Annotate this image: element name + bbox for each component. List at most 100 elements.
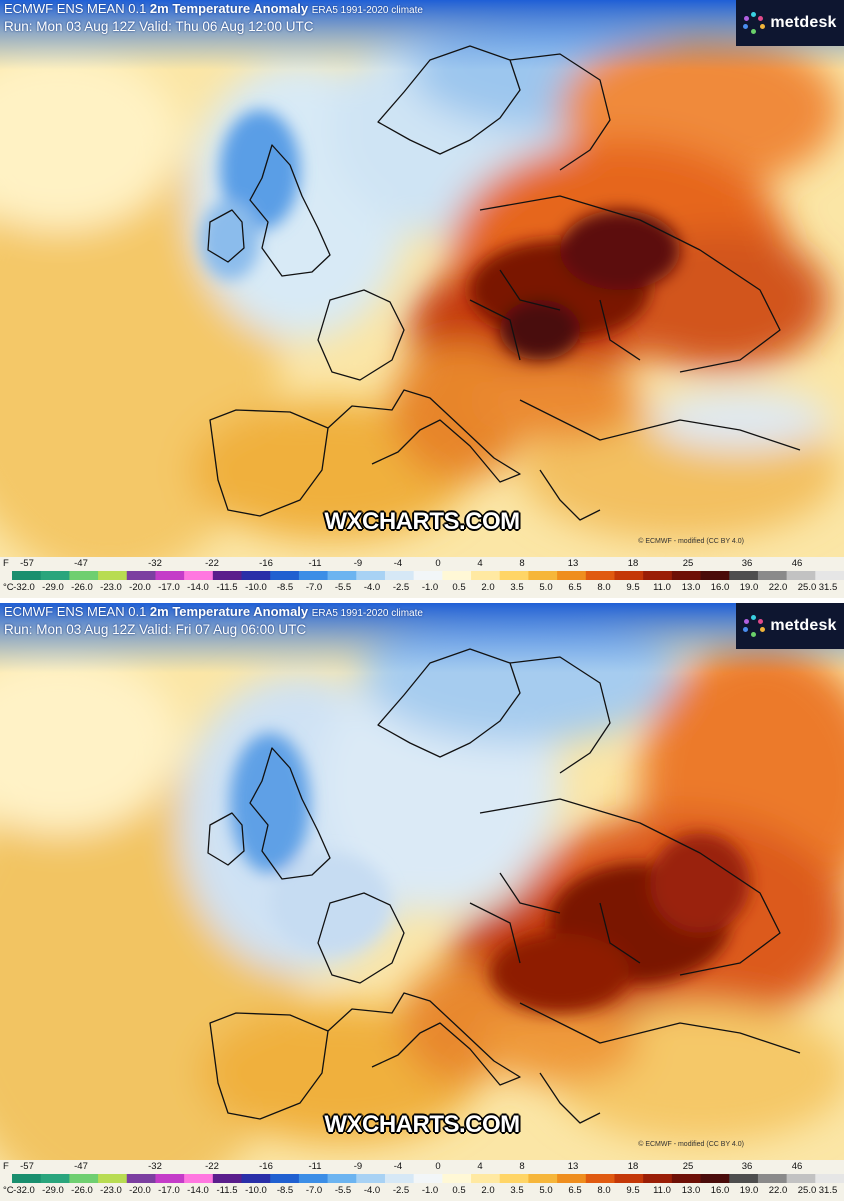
legend-c-label: -8.5 xyxy=(276,582,294,593)
legend-swatch xyxy=(40,571,70,580)
legend-f-label: 46 xyxy=(791,1161,803,1172)
legend-swatch xyxy=(298,1174,329,1183)
legend-swatch xyxy=(786,571,816,580)
legend-swatch xyxy=(671,571,702,580)
legend-swatch xyxy=(155,571,185,580)
legend-swatch xyxy=(69,1174,99,1183)
legend-swatch xyxy=(69,571,99,580)
legend-f-label: 13 xyxy=(567,558,579,569)
legend-f-label: -9 xyxy=(353,558,363,569)
legend-swatch xyxy=(528,1174,558,1183)
legend-swatch xyxy=(12,1174,42,1183)
legend-f-label: 8 xyxy=(519,1161,525,1172)
map-panel-bottom: ECMWF ENS MEAN 0.1 2m Temperature Anomal… xyxy=(0,603,844,1201)
legend-c-label: 8.0 xyxy=(597,1185,611,1196)
legend-swatch xyxy=(241,571,271,580)
legend-f-label: -9 xyxy=(353,1161,363,1172)
legend-c-label: -17.0 xyxy=(158,582,180,593)
legend-f-label: -11 xyxy=(308,1161,322,1172)
legend-swatch xyxy=(557,1174,587,1183)
legend-c-label: 31.5 xyxy=(818,1185,838,1196)
legend-swatch xyxy=(614,1174,644,1183)
metdesk-logo: metdesk xyxy=(736,603,844,649)
legend-c-label: -29.0 xyxy=(42,582,64,593)
climate-label: ERA5 1991-2020 climate xyxy=(311,608,423,619)
legend-c-label: 16.0 xyxy=(710,582,730,593)
product-label: ECMWF ENS MEAN 0.1 xyxy=(4,604,147,619)
legend-c-label: 8.0 xyxy=(597,582,611,593)
legend-f-label: 46 xyxy=(791,558,803,569)
copyright-notice: © ECMWF - modified (CC BY 4.0) xyxy=(638,538,744,545)
legend-celsius-row: °C -32.0 -29.0 -26.0 -23.0 -20.0 -17.0 -14.0 -1… xyxy=(0,1185,844,1198)
legend-swatch xyxy=(757,1174,788,1183)
legend-f-label: -47 xyxy=(74,1161,88,1172)
legend-f-label: 25 xyxy=(682,558,694,569)
metdesk-logo: metdesk xyxy=(736,0,844,46)
legend-f-label: -22 xyxy=(205,1161,219,1172)
legend-swatch xyxy=(815,571,844,580)
legend-c-label: 3.5 xyxy=(510,1185,524,1196)
legend-c-label: -14.0 xyxy=(187,582,209,593)
legend-c-label: -2.5 xyxy=(392,1185,410,1196)
legend-swatch xyxy=(356,571,386,580)
legend-c-label: -17.0 xyxy=(158,1185,180,1196)
legend-f-label: 13 xyxy=(567,1161,579,1172)
legend-fahrenheit-row: F -57 -47 -32 -22 -16 -11 -9 -4 0 4 8 13 18 25 36 46 xyxy=(0,558,844,571)
legend-c-unit: °C xyxy=(3,1185,14,1196)
legend-c-label: 19.0 xyxy=(739,582,759,593)
legend-c-label: 19.0 xyxy=(739,1185,759,1196)
legend-swatch xyxy=(557,571,587,580)
legend-c-label: -4.0 xyxy=(363,582,381,593)
map-panel-top: ECMWF ENS MEAN 0.1 2m Temperature Anomal… xyxy=(0,0,844,598)
legend-swatch xyxy=(757,571,788,580)
legend-swatch xyxy=(643,1174,673,1183)
legend-f-unit: F xyxy=(3,1161,9,1172)
legend-c-label: -1.0 xyxy=(421,582,439,593)
legend-c-label: -23.0 xyxy=(100,1185,122,1196)
legend-swatch xyxy=(327,571,357,580)
legend-c-label: -2.5 xyxy=(392,582,410,593)
legend-color-bar xyxy=(12,1174,844,1183)
legend-fahrenheit-row: F -57 -47 -32 -22 -16 -11 -9 -4 0 4 8 13 18 25 36 46 xyxy=(0,1161,844,1174)
legend-swatch xyxy=(126,571,156,580)
legend-f-label: 4 xyxy=(477,1161,483,1172)
legend-swatch xyxy=(241,1174,271,1183)
legend-c-label: 22.0 xyxy=(768,1185,788,1196)
legend-swatch xyxy=(327,1174,357,1183)
legend-c-label: 22.0 xyxy=(768,582,788,593)
legend-f-label: -11 xyxy=(308,558,322,569)
legend-swatch xyxy=(298,571,329,580)
legend-c-label: 2.0 xyxy=(481,1185,495,1196)
legend-c-label: 9.5 xyxy=(626,1185,640,1196)
wxcharts-watermark: WXCHARTS.COM xyxy=(324,1111,520,1138)
legend-swatch xyxy=(98,1174,128,1183)
anomaly-map-top xyxy=(0,0,844,598)
legend-f-label: -4 xyxy=(393,1161,403,1172)
legend-c-label: -11.5 xyxy=(216,582,238,593)
metdesk-logo-text: metdesk xyxy=(770,617,837,634)
legend-swatch xyxy=(700,571,730,580)
legend-c-label: 13.0 xyxy=(681,582,701,593)
color-legend: F -57 -47 -32 -22 -16 -11 -9 -4 0 4 8 13 18 25 36 46 °C… xyxy=(0,1160,844,1201)
legend-swatch xyxy=(585,1174,615,1183)
legend-f-label: 25 xyxy=(682,1161,694,1172)
legend-f-label: 36 xyxy=(741,558,753,569)
run-valid-line: Run: Mon 03 Aug 12Z Valid: Thu 06 Aug 12… xyxy=(4,19,314,34)
map-title: 2m Temperature Anomaly xyxy=(149,1,309,16)
map-header: ECMWF ENS MEAN 0.1 2m Temperature Anomal… xyxy=(0,0,427,36)
legend-swatch xyxy=(815,1174,844,1183)
legend-c-label: 13.0 xyxy=(681,1185,701,1196)
legend-swatch xyxy=(12,571,42,580)
legend-f-label: -32 xyxy=(148,1161,162,1172)
legend-c-label: 25.0 xyxy=(797,582,817,593)
color-legend: F -57 -47 -32 -22 -16 -11 -9 -4 0 4 8 13 18 25 36 46 °C… xyxy=(0,557,844,598)
anomaly-map-bottom xyxy=(0,603,844,1201)
legend-c-label: 0.5 xyxy=(452,1185,466,1196)
legend-c-label: -5.5 xyxy=(334,582,352,593)
legend-c-label: -1.0 xyxy=(421,1185,439,1196)
legend-c-label: 2.0 xyxy=(481,582,495,593)
legend-swatch xyxy=(700,1174,730,1183)
legend-swatch xyxy=(499,1174,529,1183)
legend-celsius-row: °C -32.0 -29.0 -26.0 -23.0 -20.0 -17.0 -14.0 -1… xyxy=(0,582,844,595)
legend-swatch xyxy=(98,571,128,580)
